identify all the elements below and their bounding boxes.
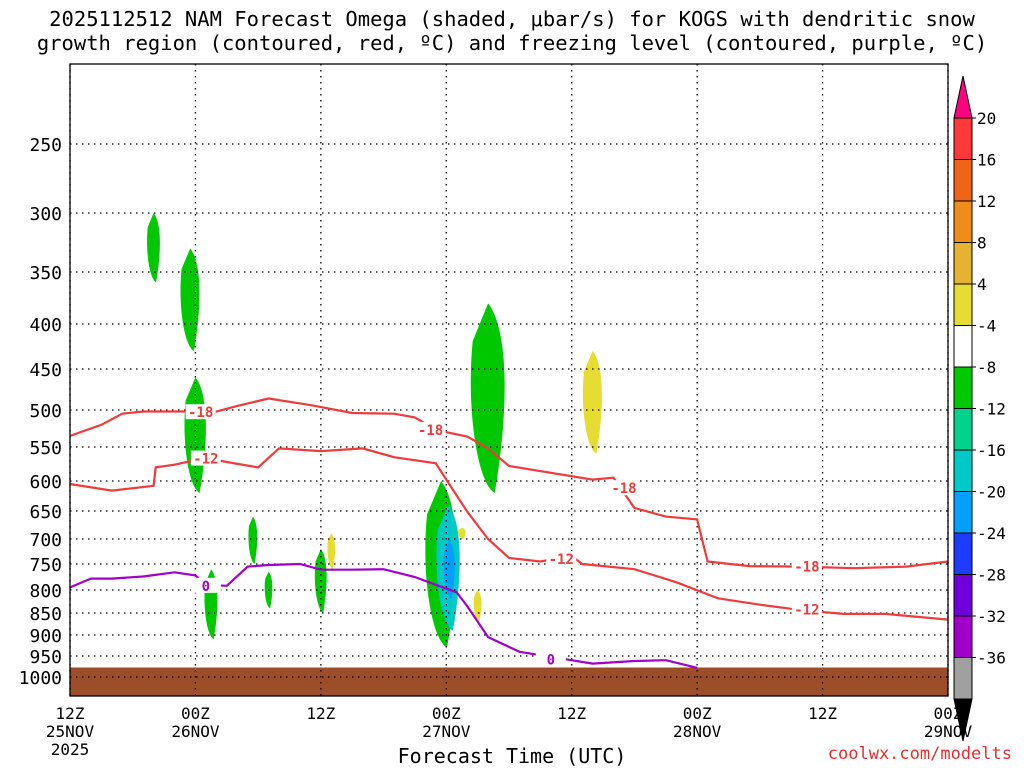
omega-yellow-3 [327,533,336,570]
colorbar-swatch [953,408,973,451]
y-tick-label: 250 [29,135,62,156]
omega-green-5 [248,516,258,564]
colorbar-swatch [953,574,973,617]
colorbar-label: -36 [977,649,1006,668]
x-tick-label: 2025 [51,740,90,759]
dgz-18-upper-label-bg [185,404,216,420]
colorbar-label: -8 [977,358,996,377]
colorbar-label: -4 [977,317,996,336]
freezing-level-label: 0 [202,579,210,595]
omega-yellow-2 [473,590,482,622]
colorbar-swatch [953,325,973,368]
y-tick-label: 300 [29,204,62,225]
x-tick-label: 25NOV [46,722,95,741]
x-tick-label: 27NOV [422,722,471,741]
colorbar-label: -28 [977,566,1006,585]
y-tick-label: 500 [29,401,62,422]
y-tick-label: 1000 [19,668,62,689]
y-tick-label: 400 [29,315,62,336]
omega-green-2 [180,248,200,351]
x-tick-label: 12Z [808,704,837,723]
dgz-18-upper-label: -18 [188,405,213,421]
colorbar-bottom-arrow [953,698,973,742]
y-tick-label: 850 [29,604,62,625]
chart-title-line-2: growth region (contoured, red, ºC) and f… [36,31,988,55]
omega-yellow-4 [458,527,466,539]
dgz-18-upper-label: -18 [611,481,636,497]
x-tick-label: 00Z [683,704,712,723]
colorbar-label: 16 [977,151,996,170]
x-tick-label: 28NOV [673,722,722,741]
x-tick-label: 12Z [306,704,335,723]
colorbar-label: 20 [977,109,996,128]
dgz-12-lower-label-bg [190,450,221,466]
omega-blue-2 [443,539,455,600]
freezing-level-label-bg [535,651,566,667]
colorbar-swatch [953,159,973,202]
colorbar-swatch [953,283,973,326]
colorbar-swatch [953,657,973,700]
x-axis-title: Forecast Time (UTC) [397,744,627,768]
credit-text: coolwx.com/modelts [827,744,1012,764]
freezing-level-label-bg [190,577,221,593]
colorbar-swatch [953,242,973,285]
colorbar-swatch [953,117,973,160]
dgz-18-upper-label-bg [415,421,446,437]
colorbar-label: -32 [977,607,1006,626]
dgz-18-upper-label: -18 [794,560,819,576]
colorbar-label: 12 [977,192,996,211]
colorbar-swatch [953,491,973,534]
y-tick-label: 350 [29,263,62,284]
colorbar-top-arrow [953,75,973,119]
dgz-12-lower-line [69,447,949,621]
freezing-level-label: 0 [547,652,555,668]
y-tick-label: 750 [29,555,62,576]
colorbar-swatch [953,532,973,575]
omega-green-9 [470,303,505,493]
x-tick-label: 00Z [181,704,210,723]
y-tick-label: 700 [29,530,62,551]
omega-green-1 [147,213,160,283]
y-tick-label: 900 [29,626,62,647]
y-tick-label: 650 [29,502,62,523]
colorbar-label: 4 [977,275,987,294]
y-tick-label: 800 [29,581,62,602]
colorbar-label: -16 [977,441,1006,460]
dgz-12-lower-label: -12 [193,452,218,468]
colorbar-label: -24 [977,524,1006,543]
dgz-12-lower-label-bg [546,551,577,566]
colorbar-swatch [953,615,973,658]
colorbar-swatch [953,449,973,492]
ground [70,667,948,696]
x-tick-label: 12Z [557,704,586,723]
y-tick-label: 550 [29,438,62,459]
colorbar-label: 8 [977,234,987,253]
dgz-12-lower-label: -12 [549,552,574,568]
chart-title-line-1: 2025112512 NAM Forecast Omega (shaded, μ… [49,7,975,31]
y-tick-label: 450 [29,360,62,381]
x-tick-label: 00Z [432,704,461,723]
x-tick-label: 26NOV [171,722,220,741]
colorbar-label: -20 [977,483,1006,502]
colorbar-label: -12 [977,400,1006,419]
omega-yellow-1 [582,351,602,454]
x-tick-label: 12Z [56,704,85,723]
x-tick-label: 00Z [934,704,963,723]
dgz-12-lower-label-bg [791,601,822,617]
dgz-12-lower-label: -12 [794,602,819,618]
dgz-18-upper-label-bg [791,558,822,574]
y-tick-label: 600 [29,472,62,493]
colorbar-swatch [953,200,973,243]
y-tick-label: 950 [29,647,62,668]
colorbar-swatch [953,366,973,409]
plot-frame [69,63,949,697]
plot-area [70,64,948,696]
dgz-18-upper-label: -18 [418,423,443,439]
dgz-18-upper-label-bg [608,480,639,496]
